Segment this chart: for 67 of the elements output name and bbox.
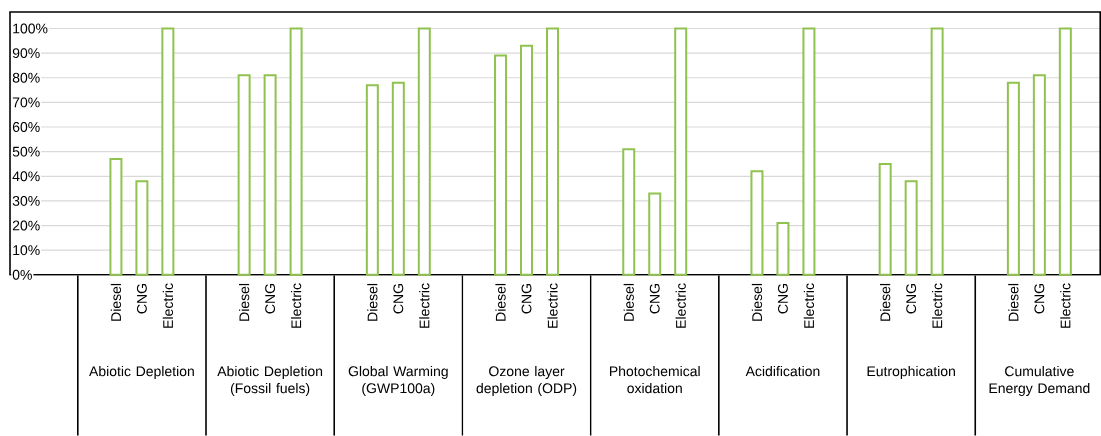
text: Diesel [751,283,763,321]
text: Electric [547,283,558,328]
bar [878,162,892,276]
y-tick-label: 80% [12,72,40,83]
text: Diesel [1008,283,1019,321]
x-tick-label: Photochemical oxidation [609,365,700,394]
bar [930,27,944,276]
bar [135,180,149,276]
y-tick-label: 100% [13,23,48,34]
text: CNG [265,283,276,314]
text: CNG [521,283,532,314]
text: Diesel [880,283,891,321]
text: Electric [931,283,943,328]
text: Diesel [238,283,250,321]
y-tick-label: 40% [12,171,40,182]
text: Electric [675,283,686,328]
text: CNG [136,283,147,314]
text: CNG [906,283,917,314]
text: Electric [1060,283,1071,328]
bar [237,74,251,276]
bar [391,81,405,276]
x-tick-label: Eutrophication [867,365,955,379]
x-tick-label: Ozone layer depletion (ODP) [476,365,577,396]
bar [109,157,123,276]
text: Electric [162,283,174,328]
bar [776,221,790,276]
bar [674,27,688,276]
y-tick-label: 50% [12,146,40,157]
y-tick-label: 10% [13,245,40,255]
y-tick-label: 20% [12,220,40,231]
bar [365,84,379,276]
y-tick-label: 60% [12,121,40,132]
bar [161,27,175,276]
y-tick-label: 90% [12,48,40,58]
text: Electric [803,283,815,328]
text: Electric [419,283,430,328]
bar [622,148,636,276]
bar [648,192,662,276]
text: Diesel [367,283,378,321]
y-tick-label: 0% [12,269,32,280]
text: Diesel [623,283,634,321]
bar [263,74,277,276]
text: CNG [393,283,404,314]
text: Diesel [110,283,122,321]
x-tick-label: Acidification [745,365,820,377]
x-tick-label: Cumulative Energy Demand [989,365,1090,396]
y-tick-label: 70% [12,97,40,108]
bar [750,170,764,276]
bar [546,27,559,276]
text: CNG [777,283,788,314]
bar [1032,74,1046,276]
bar [520,44,534,276]
text: CNG [1034,283,1045,314]
bar [904,180,918,276]
y-tick-label: 30% [12,195,40,206]
x-tick-label: Global Warming (GWP100a) [348,365,448,396]
bar [1058,27,1072,276]
bar [289,27,303,276]
text: Electric [290,283,302,328]
text: CNG [649,283,660,314]
text: Diesel [495,283,506,321]
bar [494,54,508,276]
x-tick-label: Abiotic Depletion [89,365,194,379]
bar [1006,81,1020,276]
bar [417,27,431,276]
bar [802,27,816,276]
x-tick-label: Abiotic Depletion (Fossil fuels) [217,365,323,396]
